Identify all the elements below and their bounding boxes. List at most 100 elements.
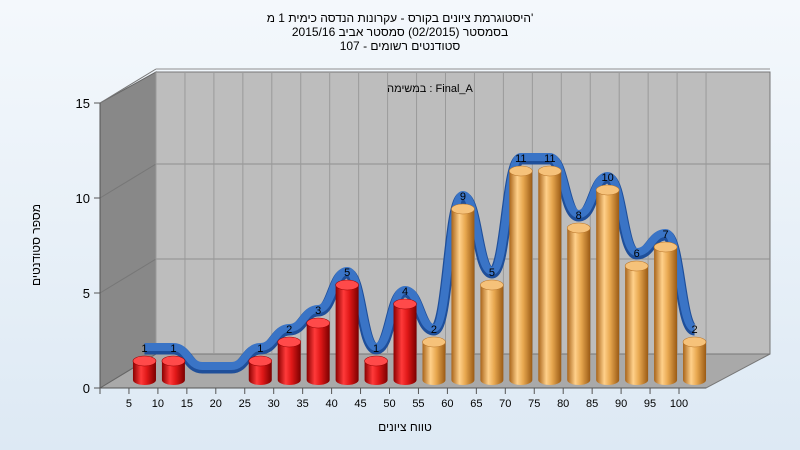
x-tick-label-5: 5 (126, 398, 132, 410)
x-tick-label-75: 75 (528, 398, 540, 410)
x-tick-label-30: 30 (268, 398, 280, 410)
data-label-60: 9 (460, 191, 466, 203)
x-tick-label-15: 15 (181, 398, 193, 410)
data-label-40: 5 (344, 267, 350, 279)
x-tick-label-60: 60 (441, 398, 453, 410)
bar-top-5 (132, 355, 157, 367)
bar-body-35 (306, 323, 330, 385)
bar-top-80 (566, 222, 591, 234)
bar-top-85 (595, 184, 620, 196)
x-tick-label-55: 55 (412, 398, 424, 410)
trend-ribbon (144, 153, 698, 374)
title-line-2: בסמסטר (02/2015) סמסטר אביב 2015/16 (292, 25, 508, 39)
bar-100: 2 (682, 324, 707, 385)
bar-body-10 (161, 361, 185, 385)
data-label-10: 1 (170, 343, 176, 355)
title-line-1: היסטוגרמת ציונים בקורס - עקרונות הנדסה כ… (267, 11, 534, 25)
bar-10: 1 (161, 343, 186, 385)
bar-top-60 (451, 203, 475, 215)
x-tick-label-65: 65 (470, 398, 482, 410)
bar-top-50 (393, 298, 417, 310)
bar-body-75 (538, 171, 562, 385)
x-tick-label-50: 50 (383, 398, 395, 410)
y-tick-label-3: 15 (76, 96, 90, 111)
bar-body-80 (567, 228, 591, 385)
x-tick-label-95: 95 (644, 398, 656, 410)
bar-90: 6 (624, 248, 649, 385)
bar-60: 9 (451, 191, 475, 385)
bar-25: 1 (248, 343, 273, 385)
bar-body-50 (393, 304, 417, 385)
bar-body-40 (335, 285, 359, 385)
bar-body-90 (625, 266, 649, 385)
bar-top-30 (277, 336, 302, 348)
bar-body-60 (451, 209, 475, 385)
bar-50: 4 (393, 286, 417, 385)
data-label-30: 2 (286, 324, 292, 336)
bar-body-65 (480, 285, 504, 385)
bar-body-55 (422, 342, 446, 385)
bar-body-85 (596, 190, 620, 385)
bar-85: 10 (595, 172, 620, 385)
bar-top-45 (364, 355, 388, 367)
bar-top-40 (335, 279, 359, 291)
x-tick-label-90: 90 (615, 398, 627, 410)
bar-top-90 (624, 260, 649, 272)
bar-95: 7 (653, 229, 678, 385)
bar-65: 5 (480, 267, 504, 385)
bar-top-25 (248, 355, 273, 367)
left-wall (99, 71, 157, 389)
bar-80: 8 (566, 210, 591, 385)
trend-ribbon-line (144, 153, 697, 370)
bar-top-65 (480, 279, 504, 291)
bar-body-95 (654, 247, 678, 385)
x-ticks: 5 10 15 20 25 30 35 40 45 50 55 60 65 70 75 80 85 90 95 100 (99, 388, 688, 410)
data-label-35: 3 (315, 305, 321, 317)
data-label-100: 2 (691, 324, 697, 336)
bar-40: 5 (335, 267, 359, 385)
x-tick-label-100: 100 (670, 398, 688, 410)
data-label-5: 1 (141, 343, 147, 355)
data-label-45: 1 (373, 343, 379, 355)
bar-top-35 (306, 317, 330, 329)
chart-title: היסטוגרמת ציונים בקורס - עקרונות הנדסה כ… (267, 11, 534, 53)
x-tick-label-25: 25 (239, 398, 251, 410)
bar-body-5 (132, 361, 156, 385)
axes (99, 103, 706, 389)
bar-5: 1 (132, 343, 157, 385)
x-tick-label-10: 10 (152, 398, 164, 410)
x-tick-label-45: 45 (354, 398, 366, 410)
bar-30: 2 (277, 324, 302, 385)
bar-body-30 (277, 342, 301, 385)
x-tick-label-85: 85 (586, 398, 598, 410)
bar-35: 3 (306, 305, 330, 385)
bar-top-70 (509, 165, 533, 177)
y-tick-label-1: 5 (83, 286, 90, 301)
title-line-3: סטודנטים רשומים - 107 (340, 39, 461, 53)
bar-body-100 (683, 342, 707, 385)
grid-line-left-3 (99, 68, 157, 104)
y-ticks: 0 5 10 15 (76, 96, 100, 396)
x-tick-label-70: 70 (499, 398, 511, 410)
data-label-70: 11 (515, 153, 526, 165)
x-axis-title: טווח ציונים (378, 420, 432, 434)
x-tick-label-20: 20 (210, 398, 222, 410)
chart-annotation: במשימה : Final_A (387, 83, 473, 95)
x-tick-label-80: 80 (557, 398, 569, 410)
data-label-85: 10 (602, 172, 614, 184)
x-tick-label-40: 40 (325, 398, 337, 410)
bar-body-45 (364, 361, 388, 385)
data-label-90: 6 (634, 248, 640, 260)
data-label-75: 11 (544, 153, 555, 165)
bar-top-75 (537, 165, 562, 177)
bar-body-70 (509, 171, 533, 385)
bar-body-25 (248, 361, 272, 385)
bar-55: 2 (422, 324, 446, 385)
data-label-95: 7 (663, 229, 669, 241)
bar-top-100 (682, 336, 707, 348)
x-tick-label-35: 35 (297, 398, 309, 410)
data-label-50: 4 (402, 286, 408, 298)
grid-line-left-1 (99, 258, 157, 294)
